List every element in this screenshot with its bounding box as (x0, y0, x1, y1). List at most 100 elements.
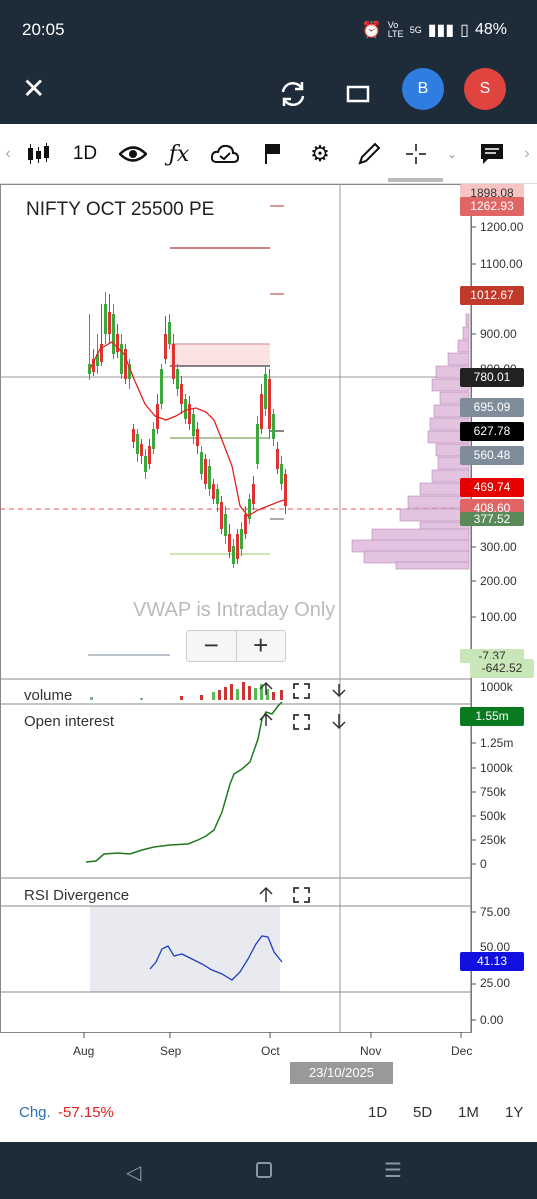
price-tag: 377.52 (460, 512, 524, 526)
oi-axis-label: 250k (480, 833, 507, 847)
scroll-right-icon[interactable]: › (524, 145, 530, 162)
candle (108, 312, 111, 334)
status-time: 20:05 (22, 20, 65, 39)
back-icon[interactable]: ◁ (126, 1162, 142, 1184)
app-bar: ✕ B S (0, 62, 537, 124)
candle (256, 424, 259, 464)
close-icon[interactable]: ✕ (22, 73, 46, 104)
network-label: 5G (409, 25, 422, 35)
crosshair-icon[interactable] (402, 140, 430, 168)
candle (192, 414, 195, 436)
x-axis-label: Dec (451, 1044, 473, 1058)
chart-area[interactable]: NIFTY OCT 25500 PE VWAP is Intraday Only… (0, 184, 537, 1090)
price-tag: 627.78 (460, 422, 524, 441)
candle (244, 514, 247, 534)
fullscreen-icon[interactable] (340, 76, 376, 112)
scroll-left-icon[interactable]: ‹ (5, 145, 11, 162)
candle (224, 514, 227, 536)
candle (128, 364, 131, 379)
chevron-down-icon[interactable]: ⌄ (446, 147, 458, 161)
y-axis-label: 200.00 (480, 574, 517, 588)
price-tag: 560.48 (460, 446, 524, 465)
candle (216, 489, 219, 504)
eye-icon[interactable] (118, 140, 148, 168)
oi-axis-label: 750k (480, 785, 507, 799)
y-axis-label: 100.00 (480, 610, 517, 624)
y-axis-label: 900.00 (480, 327, 517, 341)
candle (152, 429, 155, 449)
crosshair-date-chip: 23/10/2025 (290, 1062, 393, 1084)
pencil-icon[interactable] (355, 140, 383, 168)
candlestick-icon[interactable] (24, 140, 52, 168)
candle (136, 434, 139, 454)
oi-axis-label: 1000k (480, 761, 513, 775)
volte-label: Vo LTE (387, 20, 404, 39)
vwap-notice: VWAP is Intraday Only (133, 599, 336, 621)
zoom-controls: − + (186, 630, 286, 662)
candle (132, 429, 135, 442)
candle (112, 314, 115, 354)
candle (120, 344, 123, 374)
candle (184, 399, 187, 419)
candle (276, 449, 279, 469)
comment-icon[interactable] (478, 140, 506, 168)
chart-svg[interactable] (0, 184, 537, 1090)
y-axis-label: 1100.00 (480, 257, 523, 271)
x-axis-label: Nov (360, 1044, 382, 1058)
instrument-title: NIFTY OCT 25500 PE (26, 199, 215, 220)
interval-button[interactable]: 1D (72, 143, 98, 164)
candle (248, 499, 251, 519)
candle (116, 334, 119, 352)
candle (124, 349, 127, 379)
home-icon[interactable] (256, 1162, 272, 1178)
x-axis-label: Aug (73, 1044, 95, 1058)
signal-icon: ▮▮▮ (427, 22, 455, 39)
zoom-in-button[interactable]: + (253, 630, 269, 660)
price-tag: 469.74 (460, 478, 524, 497)
candle (160, 369, 163, 404)
refresh-icon[interactable] (275, 76, 311, 112)
flag-icon[interactable] (260, 140, 284, 168)
rsi-axis-label: 75.00 (480, 905, 511, 919)
avatar-s[interactable]: S (464, 68, 506, 110)
candle (96, 354, 99, 366)
candle (268, 379, 271, 429)
y-axis-label: 300.00 (480, 540, 517, 554)
chart-footer: Chg. -57.15% 1D 5D 1M 1Y (0, 1090, 537, 1142)
candle (264, 374, 267, 409)
range-1d-button[interactable]: 1D (368, 1104, 388, 1121)
price-candles (88, 292, 287, 568)
range-1y-button[interactable]: 1Y (505, 1104, 524, 1121)
candle (284, 474, 287, 506)
battery-level: 48% (474, 21, 507, 38)
candle (104, 304, 107, 334)
range-1m-button[interactable]: 1M (458, 1104, 479, 1121)
candle (100, 344, 103, 362)
price-tag: 1262.93 (460, 197, 524, 216)
avatar-b[interactable]: B (402, 68, 444, 110)
candle (164, 334, 167, 359)
price-tag: 1012.67 (460, 286, 524, 305)
settings-gear-icon[interactable]: ⚙ (310, 141, 330, 166)
oi-axis-label: 500k (480, 809, 507, 823)
recents-icon[interactable]: ☰ (384, 1160, 402, 1182)
price-tag: 780.01 (460, 368, 524, 387)
oi-panel-label: Open interest (24, 713, 115, 730)
cloud-check-icon[interactable] (210, 140, 240, 168)
indicators-fx-icon[interactable]: ƒx (168, 141, 190, 167)
rsi-axis-label: 50.00 (480, 940, 511, 954)
candle (280, 464, 283, 484)
status-icons: ⏰ Vo LTE 5G ▮▮▮ ▯ 48% (362, 20, 507, 40)
range-5d-button[interactable]: 5D (413, 1104, 433, 1121)
oi-value-tag: 1.55m (460, 707, 524, 726)
candle (196, 429, 199, 446)
candle (188, 404, 191, 424)
zoom-out-button[interactable]: − (187, 631, 237, 661)
candle (220, 502, 223, 529)
candle (148, 446, 151, 464)
volume-panel-label: volume (24, 687, 73, 704)
candle (272, 414, 275, 439)
candle (176, 369, 179, 389)
x-axis-label: Oct (261, 1044, 280, 1058)
candle (260, 394, 263, 429)
